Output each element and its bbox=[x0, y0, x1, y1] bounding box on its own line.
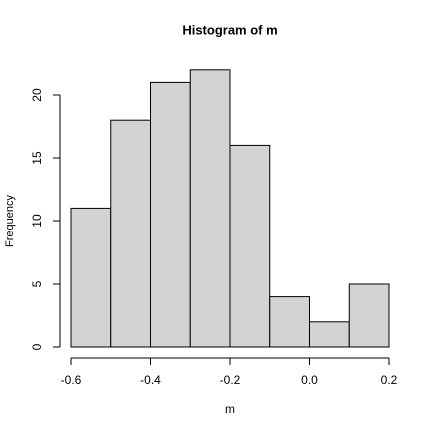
y-tick-label: 0 bbox=[30, 343, 44, 350]
y-tick-label: 5 bbox=[30, 280, 44, 287]
x-tick-label: -0.4 bbox=[140, 373, 161, 387]
chart-title: Histogram of m bbox=[182, 22, 277, 37]
x-tick-label: -0.6 bbox=[61, 373, 82, 387]
y-tick-label: 20 bbox=[30, 88, 44, 102]
bar bbox=[269, 296, 310, 348]
x-tick-label: -0.2 bbox=[220, 373, 241, 387]
y-axis-label: Frequency bbox=[4, 195, 16, 247]
bar bbox=[229, 144, 271, 348]
y-tick-label: 10 bbox=[30, 214, 44, 228]
bar bbox=[150, 81, 191, 348]
bar bbox=[110, 119, 151, 348]
bar bbox=[309, 321, 350, 348]
x-axis-label: m bbox=[225, 402, 235, 416]
x-tick-label: 0.0 bbox=[301, 373, 318, 387]
y-tick-label: 15 bbox=[30, 151, 44, 165]
bar bbox=[70, 207, 112, 348]
bar bbox=[348, 283, 390, 348]
bar bbox=[189, 69, 231, 348]
x-tick-label: 0.2 bbox=[381, 373, 398, 387]
